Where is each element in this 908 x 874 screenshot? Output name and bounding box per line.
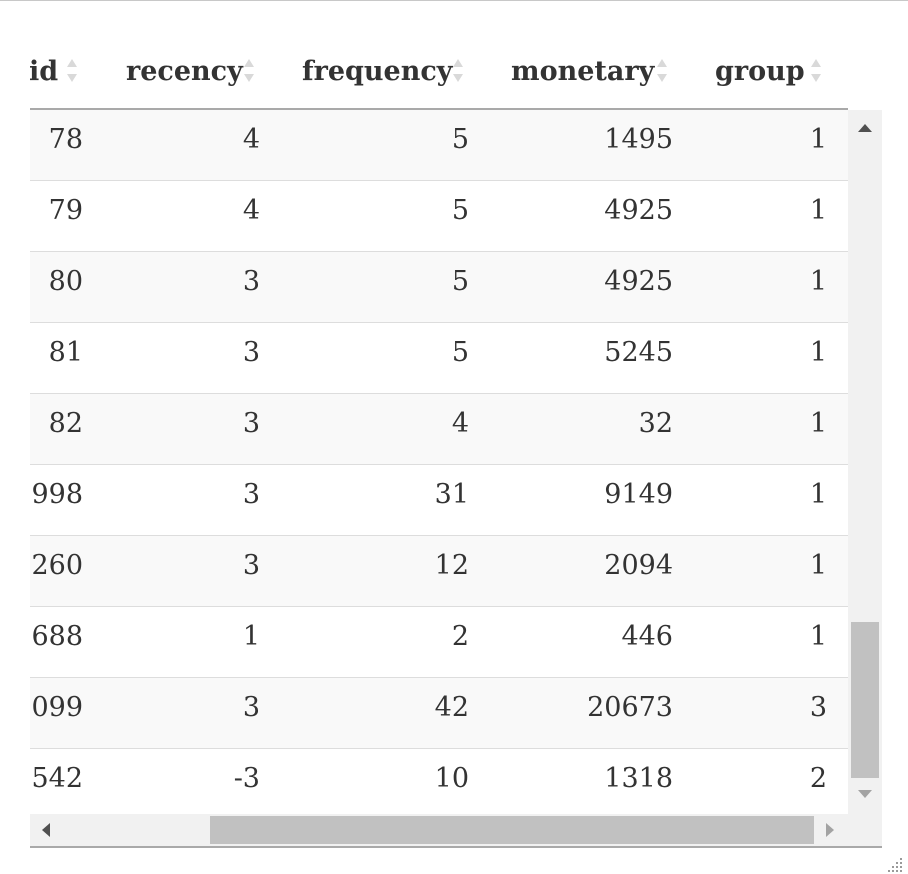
cell-group: 1 — [809, 621, 827, 652]
cell-id: 82 — [48, 408, 83, 439]
table-body: 78 4 5 1495 1 79 4 5 4925 1 80 3 5 4925 … — [30, 110, 848, 814]
cell-group: 1 — [809, 337, 827, 368]
cell-frequency: 4 — [451, 408, 469, 439]
table-row[interactable]: 79 4 5 4925 1 — [30, 181, 848, 252]
cell-frequency: 12 — [434, 550, 469, 581]
sort-both-icon — [243, 54, 255, 90]
cell-group: 1 — [809, 195, 827, 226]
header-frequency[interactable]: frequency — [302, 54, 463, 90]
arrow-up-icon[interactable] — [858, 124, 872, 132]
cell-group: 2 — [809, 763, 827, 794]
cell-monetary: 20673 — [587, 692, 673, 723]
arrow-left-icon[interactable] — [42, 823, 50, 837]
arrow-down-icon[interactable] — [858, 790, 872, 798]
sort-both-icon — [810, 54, 822, 90]
cell-frequency: 42 — [434, 692, 469, 723]
cell-monetary: 5245 — [604, 337, 673, 368]
table-row[interactable]: 82 3 4 32 1 — [30, 394, 848, 465]
resize-grip-icon[interactable] — [888, 856, 904, 872]
top-divider — [0, 0, 908, 1]
table-row[interactable]: 80 3 5 4925 1 — [30, 252, 848, 323]
cell-group: 1 — [809, 408, 827, 439]
scrollbar-corner — [848, 814, 882, 846]
data-table: id recency frequency monetary group 78 4… — [30, 0, 882, 848]
cell-monetary: 4925 — [604, 195, 673, 226]
header-label: group — [715, 56, 805, 87]
header-id[interactable]: id — [30, 54, 77, 90]
cell-frequency: 31 — [434, 479, 469, 510]
cell-frequency: 5 — [451, 266, 469, 297]
cell-group: 3 — [809, 692, 827, 723]
horizontal-scroll-thumb[interactable] — [210, 816, 814, 844]
sort-both-icon — [452, 54, 464, 90]
table-row[interactable]: 0542 -3 10 1318 2 — [30, 749, 848, 814]
table-header: id recency frequency monetary group — [30, 0, 848, 110]
sort-both-icon — [66, 54, 78, 90]
table-row[interactable]: 7998 3 31 9149 1 — [30, 465, 848, 536]
cell-frequency: 10 — [434, 763, 469, 794]
header-group[interactable]: group — [715, 54, 821, 90]
cell-frequency: 2 — [451, 621, 469, 652]
cell-monetary: 4925 — [604, 266, 673, 297]
table-row[interactable]: 81 3 5 5245 1 — [30, 323, 848, 394]
cell-recency: 4 — [242, 124, 260, 155]
header-label: recency — [126, 56, 243, 87]
header-label: frequency — [302, 56, 453, 87]
cell-group: 1 — [809, 479, 827, 510]
cell-group: 1 — [809, 124, 827, 155]
cell-monetary: 446 — [621, 621, 673, 652]
cell-id: 5099 — [30, 692, 83, 723]
cell-recency: 3 — [242, 479, 260, 510]
cell-id: 5260 — [30, 550, 83, 581]
cell-group: 1 — [809, 266, 827, 297]
cell-monetary: 32 — [638, 408, 673, 439]
horizontal-scrollbar[interactable] — [30, 814, 848, 846]
cell-recency: -3 — [233, 763, 260, 794]
header-recency[interactable]: recency — [126, 54, 254, 90]
table-row[interactable]: 5099 3 42 20673 3 — [30, 678, 848, 749]
cell-recency: 3 — [242, 550, 260, 581]
cell-recency: 4 — [242, 195, 260, 226]
cell-id: 78 — [48, 124, 83, 155]
cell-monetary: 1495 — [604, 124, 673, 155]
header-label: monetary — [511, 56, 655, 87]
cell-id: 80 — [48, 266, 83, 297]
arrow-right-icon[interactable] — [826, 823, 834, 837]
vertical-scroll-thumb[interactable] — [851, 622, 879, 778]
cell-monetary: 1318 — [604, 763, 673, 794]
cell-recency: 3 — [242, 337, 260, 368]
sort-both-icon — [656, 54, 668, 90]
cell-id: 79 — [48, 195, 83, 226]
cell-id: 81 — [48, 337, 83, 368]
cell-frequency: 5 — [451, 195, 469, 226]
header-monetary[interactable]: monetary — [511, 54, 667, 90]
cell-frequency: 5 — [451, 124, 469, 155]
cell-monetary: 2094 — [604, 550, 673, 581]
vertical-scrollbar[interactable] — [848, 110, 882, 814]
cell-monetary: 9149 — [604, 479, 673, 510]
cell-recency: 3 — [242, 408, 260, 439]
cell-frequency: 5 — [451, 337, 469, 368]
cell-id: 7998 — [30, 479, 83, 510]
cell-id: 0542 — [30, 763, 83, 794]
cell-recency: 1 — [242, 621, 260, 652]
cell-recency: 3 — [242, 692, 260, 723]
header-label: id — [30, 56, 59, 87]
table-row[interactable]: 78 4 5 1495 1 — [30, 110, 848, 181]
table-bottom-border — [30, 846, 882, 848]
table-row[interactable]: 5260 3 12 2094 1 — [30, 536, 848, 607]
cell-group: 1 — [809, 550, 827, 581]
cell-recency: 3 — [242, 266, 260, 297]
